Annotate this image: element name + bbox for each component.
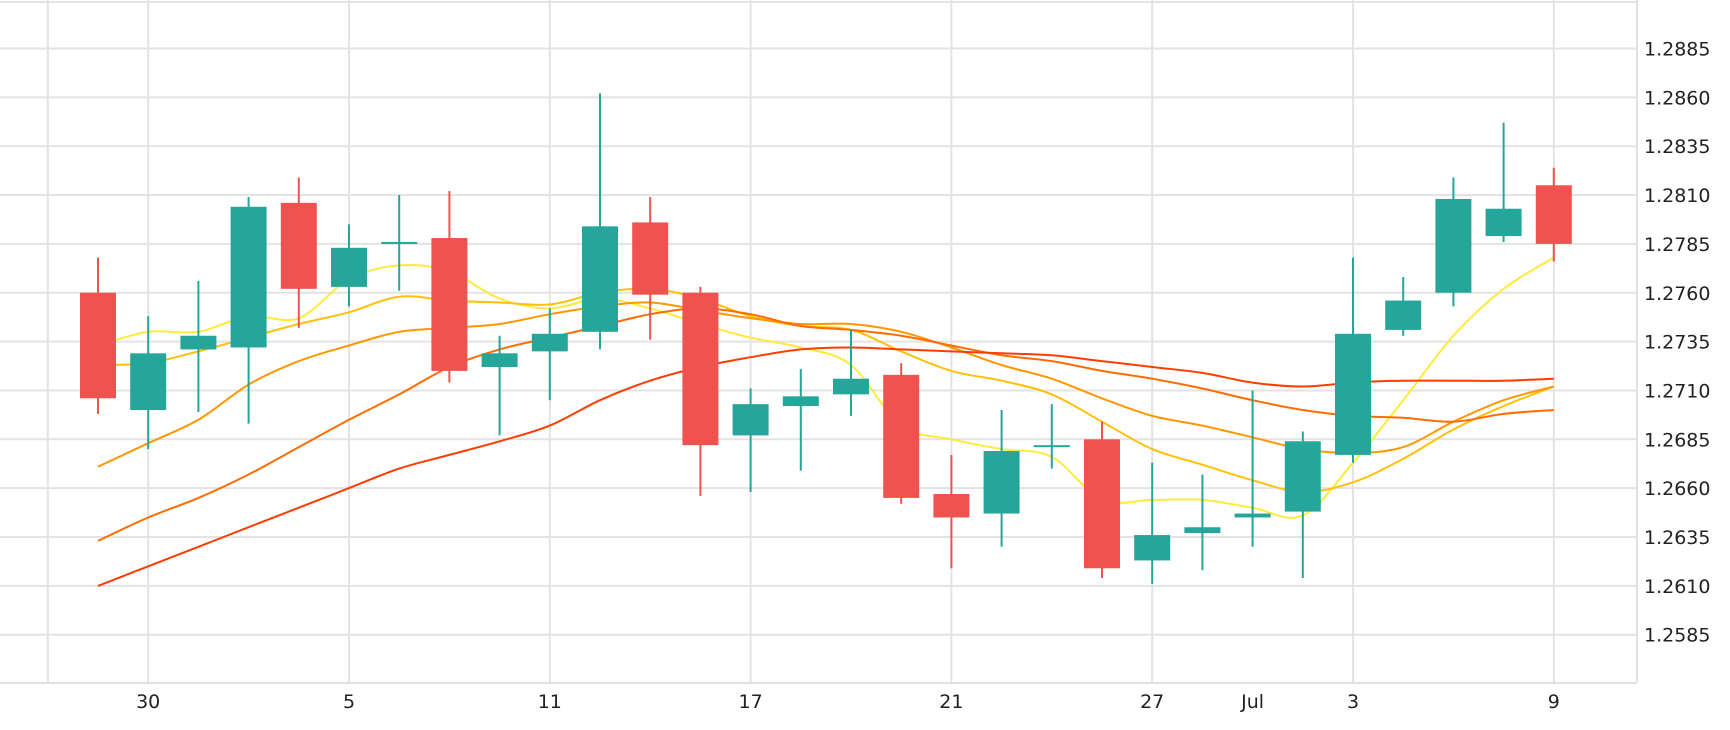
candle-up: [1234, 390, 1271, 547]
candle-body: [782, 396, 819, 407]
y-tick-label: 1.2835: [1644, 136, 1710, 158]
candle-up: [732, 388, 769, 493]
x-tick-label: 17: [739, 691, 763, 713]
candle-layer: [80, 93, 1572, 584]
y-tick-label: 1.2860: [1644, 87, 1710, 109]
candle-up: [331, 224, 367, 307]
candle-down: [431, 191, 468, 383]
candle-body: [1385, 300, 1422, 330]
candle-up: [1335, 257, 1371, 463]
candle-down: [632, 197, 669, 340]
candle-body: [632, 222, 669, 295]
candle-body: [1184, 527, 1221, 534]
candle-up: [481, 335, 518, 436]
candle-body: [230, 206, 267, 348]
x-tick-label: 9: [1548, 691, 1560, 713]
candle-up: [1485, 122, 1522, 242]
y-tick-label: 1.2710: [1644, 380, 1710, 402]
candle-body: [431, 238, 468, 371]
candle-body: [1033, 445, 1070, 448]
candle-down: [682, 286, 719, 496]
y-tick-label: 1.2760: [1644, 283, 1710, 305]
x-tick-label: 27: [1140, 691, 1164, 713]
candle-down: [933, 454, 970, 569]
candle-up: [1134, 462, 1171, 584]
moving-average-line-5: [97, 346, 1554, 587]
candle-body: [883, 374, 920, 498]
axis-layer: 1.2585 1.2610 1.2635 1.2660 1.2685 1.2710 1.27…: [0, 0, 1710, 713]
candle-body: [682, 292, 719, 446]
candle-body: [531, 333, 568, 352]
candle-body: [833, 378, 869, 395]
candle-up: [582, 93, 618, 350]
candle-body: [80, 292, 116, 399]
x-tick-label: 30: [136, 691, 160, 713]
candle-up: [1184, 474, 1221, 571]
candle-body: [481, 353, 518, 368]
candle-up: [1033, 404, 1070, 469]
candle-body: [1535, 185, 1572, 244]
candle-body: [1084, 439, 1120, 569]
candle-up: [531, 308, 568, 401]
x-tick-label: 3: [1347, 691, 1359, 713]
candle-body: [983, 451, 1020, 514]
candle-down: [280, 177, 317, 328]
y-tick-label: 1.2810: [1644, 185, 1710, 207]
candle-up: [833, 329, 869, 416]
x-tick-label: 11: [538, 691, 562, 713]
candle-up: [230, 197, 267, 424]
candle-body: [582, 226, 618, 332]
candle-up: [1385, 277, 1422, 336]
candle-body: [732, 404, 769, 436]
candle-body: [1234, 513, 1271, 518]
x-tick-label: Jul: [1240, 691, 1264, 713]
y-tick-label: 1.2610: [1644, 576, 1710, 598]
candle-up: [782, 368, 819, 471]
x-tick-label: 21: [939, 691, 963, 713]
y-tick-label: 1.2885: [1644, 39, 1710, 61]
y-tick-label: 1.2735: [1644, 332, 1710, 354]
candle-up: [1435, 177, 1472, 307]
candle-down: [80, 257, 116, 414]
candle-body: [933, 494, 970, 518]
moving-average-line-4: [97, 307, 1554, 542]
x-tick-label: 5: [343, 691, 355, 713]
candle-up: [180, 281, 217, 412]
candle-body: [180, 335, 217, 350]
y-tick-label: 1.2685: [1644, 429, 1710, 451]
candle-down: [1535, 167, 1572, 262]
candle-up: [381, 195, 418, 291]
candle-up: [130, 316, 167, 450]
candle-body: [1134, 535, 1171, 561]
candle-up: [983, 409, 1020, 547]
y-tick-label: 1.2785: [1644, 234, 1710, 256]
candle-up: [1284, 431, 1321, 579]
candle-body: [1335, 333, 1371, 455]
candle-down: [883, 363, 920, 504]
candle-body: [1284, 441, 1321, 512]
candle-body: [280, 202, 317, 289]
candle-body: [331, 247, 367, 287]
candle-down: [1084, 421, 1120, 579]
candle-body: [381, 241, 418, 244]
candle-body: [130, 353, 167, 410]
candle-body: [1435, 198, 1472, 293]
y-tick-label: 1.2635: [1644, 527, 1710, 549]
y-tick-label: 1.2660: [1644, 478, 1710, 500]
y-tick-label: 1.2585: [1644, 625, 1710, 647]
candle-body: [1485, 208, 1522, 237]
